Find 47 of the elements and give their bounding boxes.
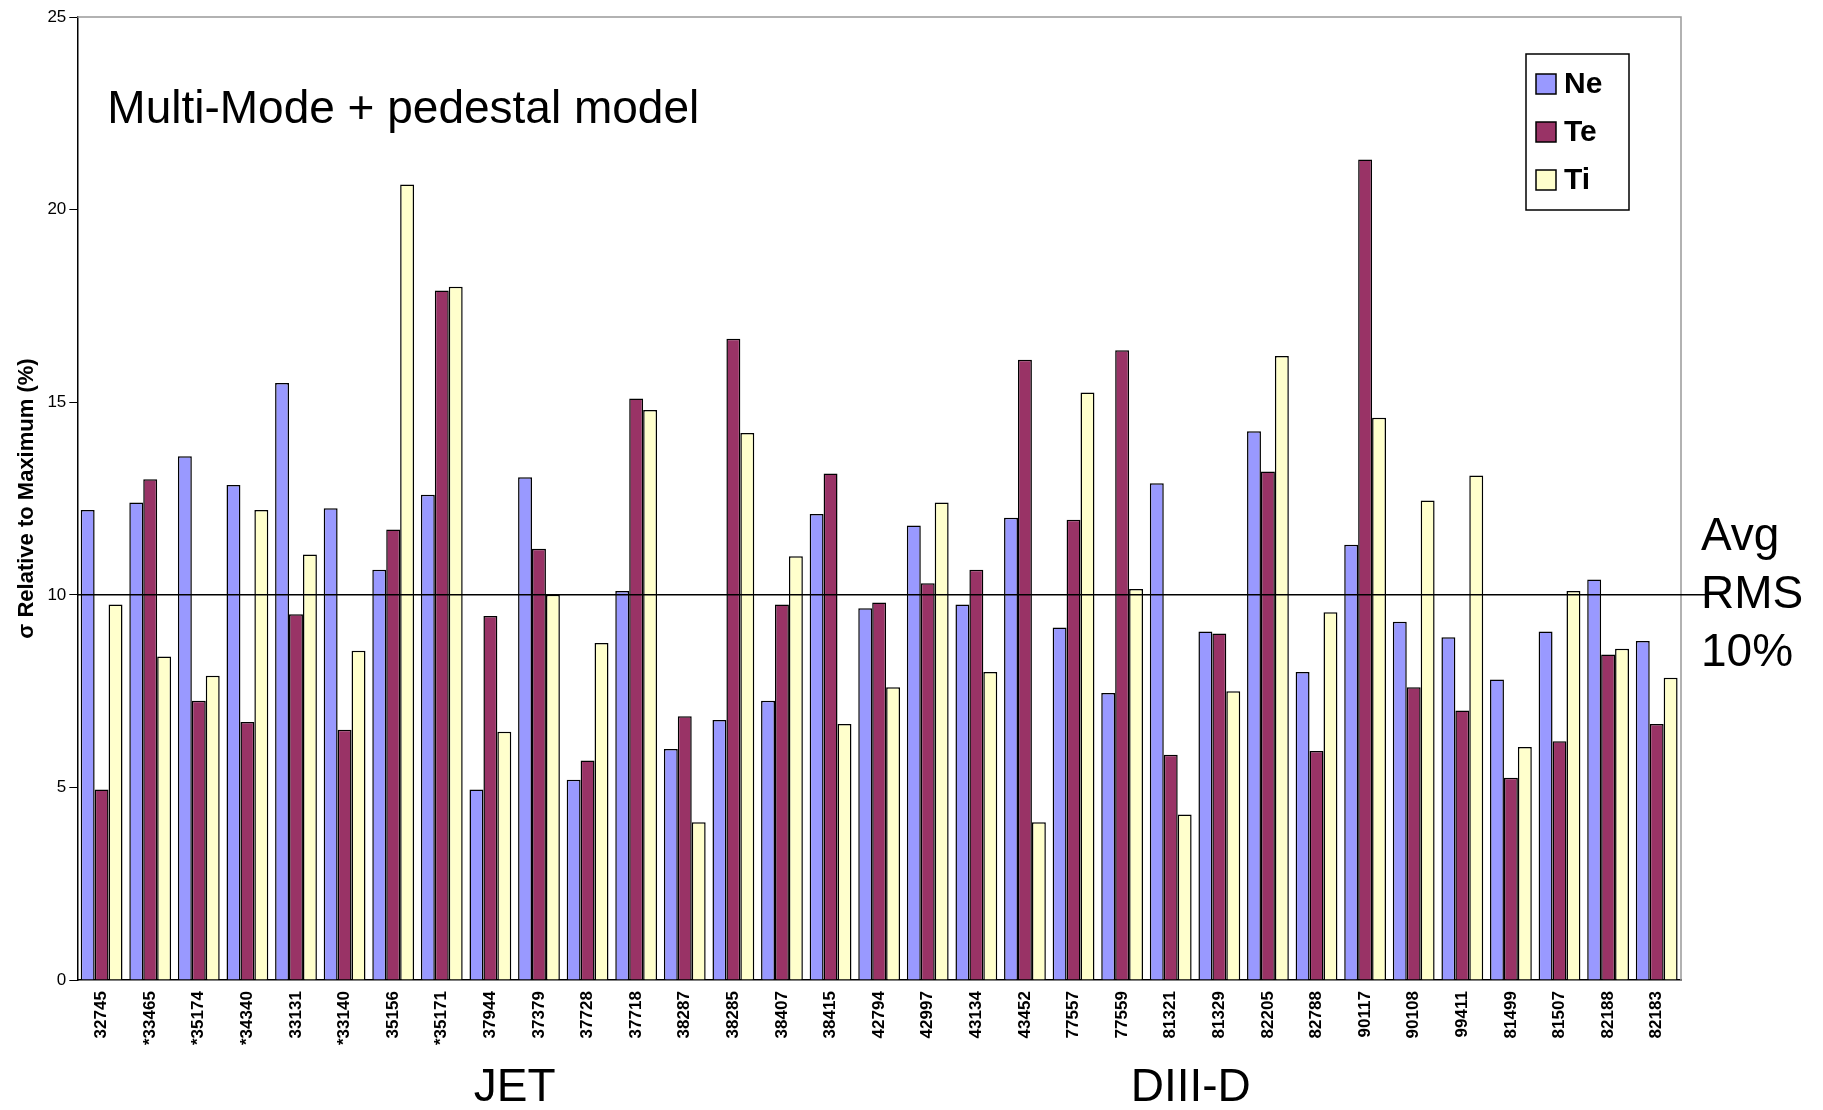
y-tick-label: 0 — [56, 969, 67, 989]
x-tick-label: *33140 — [334, 991, 354, 1045]
x-tick-label: 32745 — [91, 991, 111, 1039]
y-tick-label: 25 — [47, 6, 67, 26]
annotation: Multi-Mode + pedestal model — [107, 80, 700, 133]
x-tick-label: *34340 — [237, 991, 257, 1045]
x-tick-label: 82188 — [1597, 991, 1617, 1039]
x-tick-label: 77559 — [1111, 991, 1131, 1039]
x-tick-label: *35174 — [188, 990, 208, 1045]
y-tick-label: 15 — [47, 391, 67, 411]
ref-line-label: Avg RMS 10% — [1701, 507, 1804, 676]
text: DIII-D — [1130, 1058, 1251, 1110]
x-tick-label: 42997 — [917, 991, 937, 1039]
x-tick-label: *33465 — [139, 991, 159, 1045]
x-tick-label: 90108 — [1403, 991, 1423, 1039]
x-tick-label: 81329 — [1209, 991, 1229, 1039]
x-tick-label: 38285 — [723, 991, 743, 1039]
legend-label: Te — [1564, 114, 1597, 148]
legend-label: Ti — [1564, 162, 1591, 196]
y-tick-label: 5 — [56, 777, 67, 797]
x-tick-label: 37944 — [480, 990, 500, 1039]
x-tick-label: 38415 — [820, 991, 840, 1039]
x-tick-label: 81499 — [1500, 991, 1520, 1039]
x-tick-label: 38407 — [771, 991, 791, 1039]
x-tick-label: 43452 — [1014, 991, 1034, 1039]
x-tick-label: 81507 — [1549, 991, 1569, 1039]
x-tick-label: 77557 — [1063, 991, 1083, 1039]
x-tick-label: 99411 — [1452, 991, 1471, 1038]
y-axis-title: σ Relative to Maximum (%) — [13, 358, 39, 639]
x-tick-label: 37718 — [625, 991, 645, 1039]
x-tick-label: 37379 — [528, 991, 548, 1039]
x-tick-label: 82205 — [1257, 991, 1277, 1039]
x-tick-label: 37728 — [577, 991, 597, 1039]
x-tick-label: 38287 — [674, 991, 694, 1039]
text: JET — [473, 1058, 556, 1110]
x-tick-label: 82183 — [1646, 991, 1666, 1039]
x-tick-label: 81321 — [1160, 991, 1180, 1039]
x-tick-label: 82788 — [1306, 991, 1326, 1039]
x-tick-label: 43134 — [966, 990, 986, 1039]
x-tick-label: 33131 — [285, 991, 305, 1039]
legend-label: Ne — [1564, 66, 1603, 100]
x-tick-label: 35156 — [382, 991, 402, 1039]
y-tick-label: 10 — [47, 584, 67, 604]
x-tick-label: 42794 — [868, 990, 888, 1039]
x-tick-label: *35171 — [431, 991, 451, 1045]
y-tick-label: 20 — [47, 199, 67, 219]
x-tick-label: 90117 — [1354, 991, 1374, 1038]
